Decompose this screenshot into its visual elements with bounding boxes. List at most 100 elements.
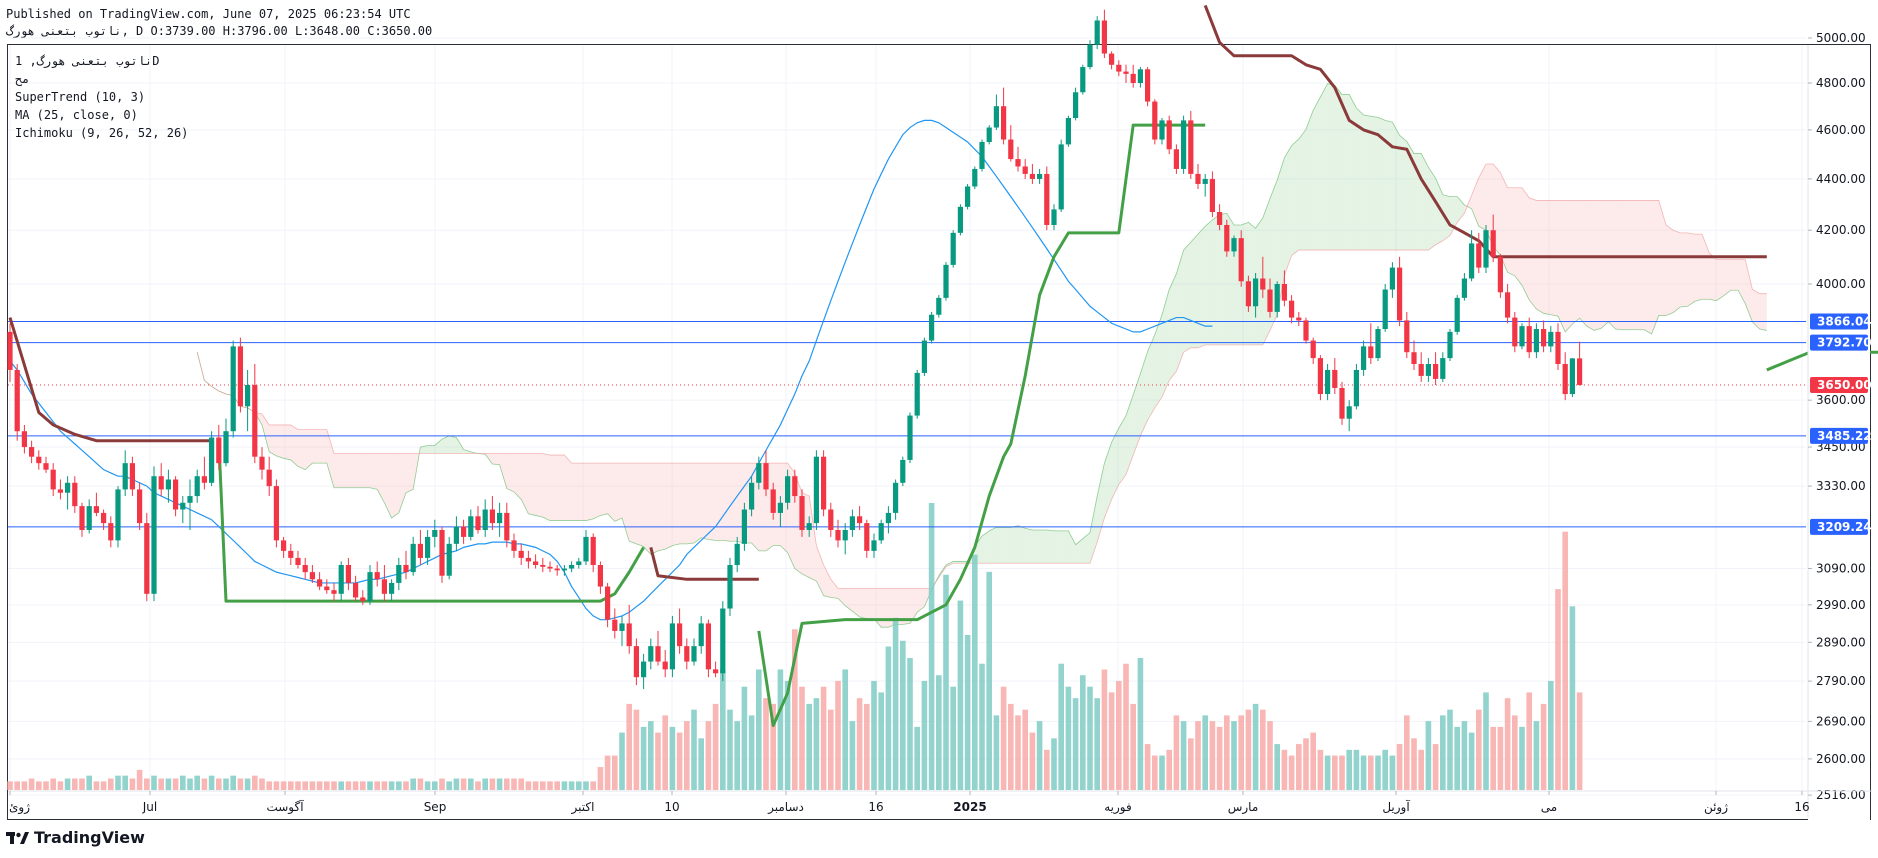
- volume-bar: [835, 680, 841, 790]
- candle-body: [468, 516, 474, 537]
- volume-bar: [1555, 589, 1561, 790]
- candle-body: [641, 661, 647, 678]
- ichimoku-cloud-segment: [1673, 230, 1681, 313]
- volume-bar: [856, 698, 863, 790]
- ichimoku-cloud-segment: [1356, 107, 1364, 251]
- candle-body: [29, 447, 35, 457]
- ichimoku-cloud-segment: [881, 588, 889, 628]
- ichimoku-cloud-segment: [686, 463, 694, 544]
- line-price-label: 3209.24: [1817, 520, 1872, 534]
- candle-body: [266, 469, 272, 487]
- candle-body: [907, 415, 913, 460]
- volume-bar: [1540, 703, 1547, 790]
- volume-bar: [727, 709, 733, 790]
- brand[interactable]: TradingView: [6, 828, 145, 847]
- ichimoku-cloud-segment: [276, 424, 284, 459]
- candle-body: [1202, 178, 1208, 184]
- ichimoku-cloud-segment: [1514, 187, 1522, 286]
- ichimoku-cloud-segment: [550, 455, 558, 521]
- volume-bar: [511, 778, 517, 790]
- volume-bar: [820, 686, 827, 790]
- ichimoku-cloud-segment: [982, 530, 990, 564]
- brand-name: TradingView: [34, 828, 145, 847]
- candle-body: [525, 557, 531, 562]
- ichimoku-cloud-segment: [571, 463, 579, 521]
- candle-body: [432, 529, 438, 537]
- legend-ichimoku[interactable]: Ichimoku (9, 26, 52, 26): [15, 126, 189, 140]
- volume-bar: [1224, 715, 1230, 790]
- ichimoku-cloud-segment: [1478, 163, 1486, 231]
- candle-body: [101, 512, 107, 524]
- candle-body: [1433, 364, 1439, 379]
- volume-bar: [1173, 715, 1180, 790]
- candle-body: [1461, 278, 1467, 298]
- candle-body: [1483, 230, 1489, 268]
- candle-body: [720, 608, 726, 674]
- candle-body: [151, 476, 157, 594]
- candle-body: [187, 496, 193, 503]
- ichimoku-cloud-segment: [1428, 167, 1436, 251]
- volume-bar: [777, 669, 784, 790]
- ichimoku-cloud-segment: [1205, 219, 1213, 345]
- candle-body: [1541, 329, 1547, 347]
- time-tick-label: Jul: [142, 800, 157, 814]
- ichimoku-cloud-segment: [1529, 197, 1537, 310]
- legend-ma[interactable]: MA (25, close, 0): [15, 108, 138, 122]
- chart-frame[interactable]: [7, 44, 1871, 820]
- legend-supertrend[interactable]: SuperTrend (10, 3): [15, 90, 146, 104]
- ichimoku-cloud-segment: [823, 564, 831, 598]
- time-tick-label: 2025: [953, 800, 986, 814]
- candle-body: [1181, 120, 1187, 169]
- legend-symbol[interactable]: ناتوب بتعنى هورگ, 1D: [15, 54, 160, 68]
- candle-body: [295, 557, 301, 565]
- ichimoku-cloud-segment: [1183, 242, 1191, 353]
- ichimoku-cloud-segment: [1306, 110, 1314, 251]
- candle-body: [201, 476, 207, 483]
- candle-body: [1094, 20, 1100, 45]
- volume-bar: [331, 781, 337, 790]
- ichimoku-cloud-segment: [845, 588, 853, 612]
- candle-body: [475, 516, 481, 530]
- candle-body: [1065, 118, 1071, 145]
- ohlc-line: ناتوب بتعنى هورگ, D O:3739.00 H:3796.00 …: [6, 24, 433, 38]
- candle-body: [511, 540, 517, 551]
- candle-body: [561, 568, 567, 571]
- ichimoku-cloud-segment: [1190, 234, 1198, 348]
- ichimoku-cloud-segment: [866, 588, 874, 619]
- candle-body: [21, 431, 27, 448]
- volume-bar: [1166, 749, 1172, 790]
- ichimoku-cloud-segment: [1262, 198, 1270, 345]
- ichimoku-cloud-segment: [730, 463, 738, 542]
- candle-body: [259, 456, 265, 470]
- candle-body: [1123, 71, 1129, 74]
- ichimoku-cloud-segment: [1709, 252, 1717, 301]
- volume-bar: [410, 778, 416, 790]
- candle-body: [1245, 281, 1251, 307]
- time-tick-label: 16: [868, 800, 883, 814]
- volume-bar: [230, 775, 236, 790]
- ichimoku-cloud-segment: [492, 453, 500, 465]
- volume-bar: [655, 732, 661, 790]
- volume-bar: [900, 640, 906, 790]
- candle-body: [50, 469, 56, 490]
- candle-body: [1577, 358, 1583, 385]
- ichimoku-cloud-segment: [830, 579, 838, 599]
- candle-body: [1109, 53, 1115, 65]
- ichimoku-cloud-segment: [564, 455, 572, 521]
- candle-body: [367, 572, 373, 602]
- candle-body: [655, 646, 661, 662]
- volume-bar: [684, 721, 690, 790]
- volume-bar: [432, 781, 438, 790]
- volume-bar: [547, 781, 553, 790]
- candle-body: [1130, 73, 1136, 84]
- candle-body: [173, 479, 179, 510]
- candle-body: [770, 489, 776, 513]
- ichimoku-cloud-segment: [449, 435, 457, 454]
- ichimoku-cloud-segment: [1032, 529, 1040, 564]
- candle-body: [648, 646, 654, 662]
- candle-body: [821, 456, 827, 510]
- ichimoku-cloud-segment: [1738, 259, 1746, 304]
- volume-bar: [288, 781, 294, 790]
- candle-body: [929, 314, 935, 341]
